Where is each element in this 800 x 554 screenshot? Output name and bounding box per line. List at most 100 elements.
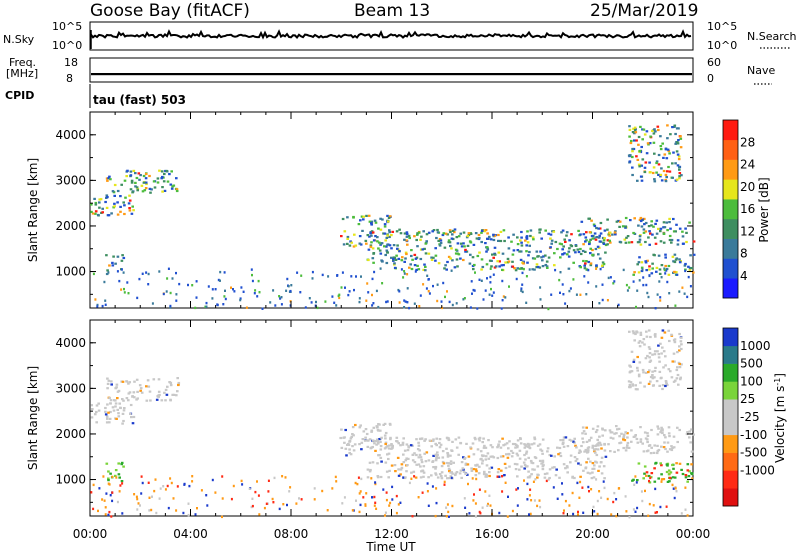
echo-cell — [451, 259, 454, 262]
echo-cell — [416, 233, 419, 236]
echo-cell — [148, 174, 151, 178]
echo-cell — [520, 267, 523, 270]
echo-cell — [667, 426, 671, 429]
echo-cell — [425, 233, 429, 236]
echo-cell — [531, 468, 534, 471]
echo-cell — [692, 240, 696, 243]
nsky-tick-top: 10^5 — [52, 20, 82, 33]
echo-cell — [659, 175, 662, 178]
echo-cell — [577, 510, 579, 514]
echo-cell — [334, 475, 337, 479]
echo-cell — [497, 468, 501, 471]
echo-cell — [177, 383, 180, 387]
echo-cell — [568, 239, 571, 242]
echo-cell — [576, 481, 579, 485]
echo-cell — [591, 427, 595, 430]
echo-cell — [596, 245, 600, 248]
echo-cell — [389, 423, 392, 426]
echo-cell — [92, 272, 95, 276]
echo-cell — [155, 398, 159, 401]
echo-cell — [377, 227, 380, 230]
echo-cell — [417, 444, 421, 447]
echo-cell — [382, 423, 385, 426]
echo-cell — [457, 253, 461, 256]
echo-cell — [659, 505, 662, 509]
echo-cell — [585, 461, 588, 464]
colorbar-frame — [722, 119, 739, 299]
echo-cell — [402, 276, 405, 279]
echo-cell — [501, 279, 504, 283]
echo-cell — [194, 306, 197, 310]
echo-cell — [295, 502, 298, 505]
echo-cell — [462, 231, 466, 234]
echo-cell — [577, 513, 579, 516]
echo-cell — [654, 335, 657, 338]
echo-cell — [440, 475, 443, 478]
echo-cell — [107, 477, 110, 480]
echo-cell — [608, 429, 612, 432]
echo-cell — [410, 471, 413, 474]
echo-cell — [648, 161, 651, 164]
echo-cell — [107, 177, 110, 180]
echo-cell — [437, 456, 441, 459]
echo-cell — [684, 486, 687, 489]
echo-cell — [628, 383, 632, 387]
echo-cell — [386, 251, 389, 254]
echo-cell — [566, 253, 569, 256]
echo-cell — [398, 301, 401, 304]
echo-cell — [574, 444, 577, 447]
echo-cell — [378, 454, 381, 457]
echo-cell — [507, 495, 509, 498]
echo-cell — [377, 429, 380, 432]
echo-cell — [648, 502, 651, 506]
echo-cell — [672, 487, 675, 490]
echo-cell — [434, 465, 438, 469]
echo-cell — [647, 382, 651, 385]
echo-cell — [313, 487, 316, 490]
echo-cell — [479, 450, 483, 453]
echo-cell — [465, 442, 468, 445]
echo-cell — [140, 492, 143, 495]
echo-cell — [584, 262, 587, 265]
echo-cell — [532, 480, 535, 483]
echo-cell — [645, 283, 648, 287]
echo-cell — [250, 268, 253, 271]
echo-cell — [462, 242, 465, 245]
echo-cell — [472, 499, 475, 502]
echo-cell — [656, 425, 659, 428]
echo-cell — [391, 498, 394, 501]
colorbar-swatch — [723, 199, 738, 220]
echo-cell — [547, 478, 550, 481]
echo-cell — [675, 150, 679, 153]
echo-cell — [559, 291, 561, 294]
echo-cell — [592, 505, 595, 509]
echo-cell — [618, 220, 622, 223]
echo-cell — [603, 449, 607, 452]
echo-cell — [649, 375, 653, 379]
echo-cell — [661, 346, 664, 349]
echo-cell — [638, 345, 642, 348]
echo-cell — [484, 455, 488, 458]
echo-cell — [667, 368, 671, 371]
echo-cell — [665, 470, 669, 474]
echo-cell — [405, 233, 409, 236]
echo-cell — [584, 432, 587, 435]
echo-cell — [541, 468, 545, 471]
echo-cell — [443, 480, 446, 484]
echo-cell — [258, 513, 261, 516]
echo-cell — [367, 291, 370, 294]
echo-cell — [385, 470, 389, 473]
echo-cell — [594, 247, 598, 251]
echo-cell — [399, 444, 402, 447]
echo-cell — [629, 141, 633, 145]
echo-cell — [116, 270, 119, 273]
echo-cell — [581, 437, 584, 440]
echo-cell — [597, 227, 600, 230]
echo-cell — [374, 440, 377, 443]
echo-cell — [637, 143, 640, 146]
echo-cell — [116, 213, 120, 216]
echo-cell — [674, 304, 677, 307]
echo-cell — [382, 232, 385, 235]
echo-cell — [446, 260, 449, 264]
